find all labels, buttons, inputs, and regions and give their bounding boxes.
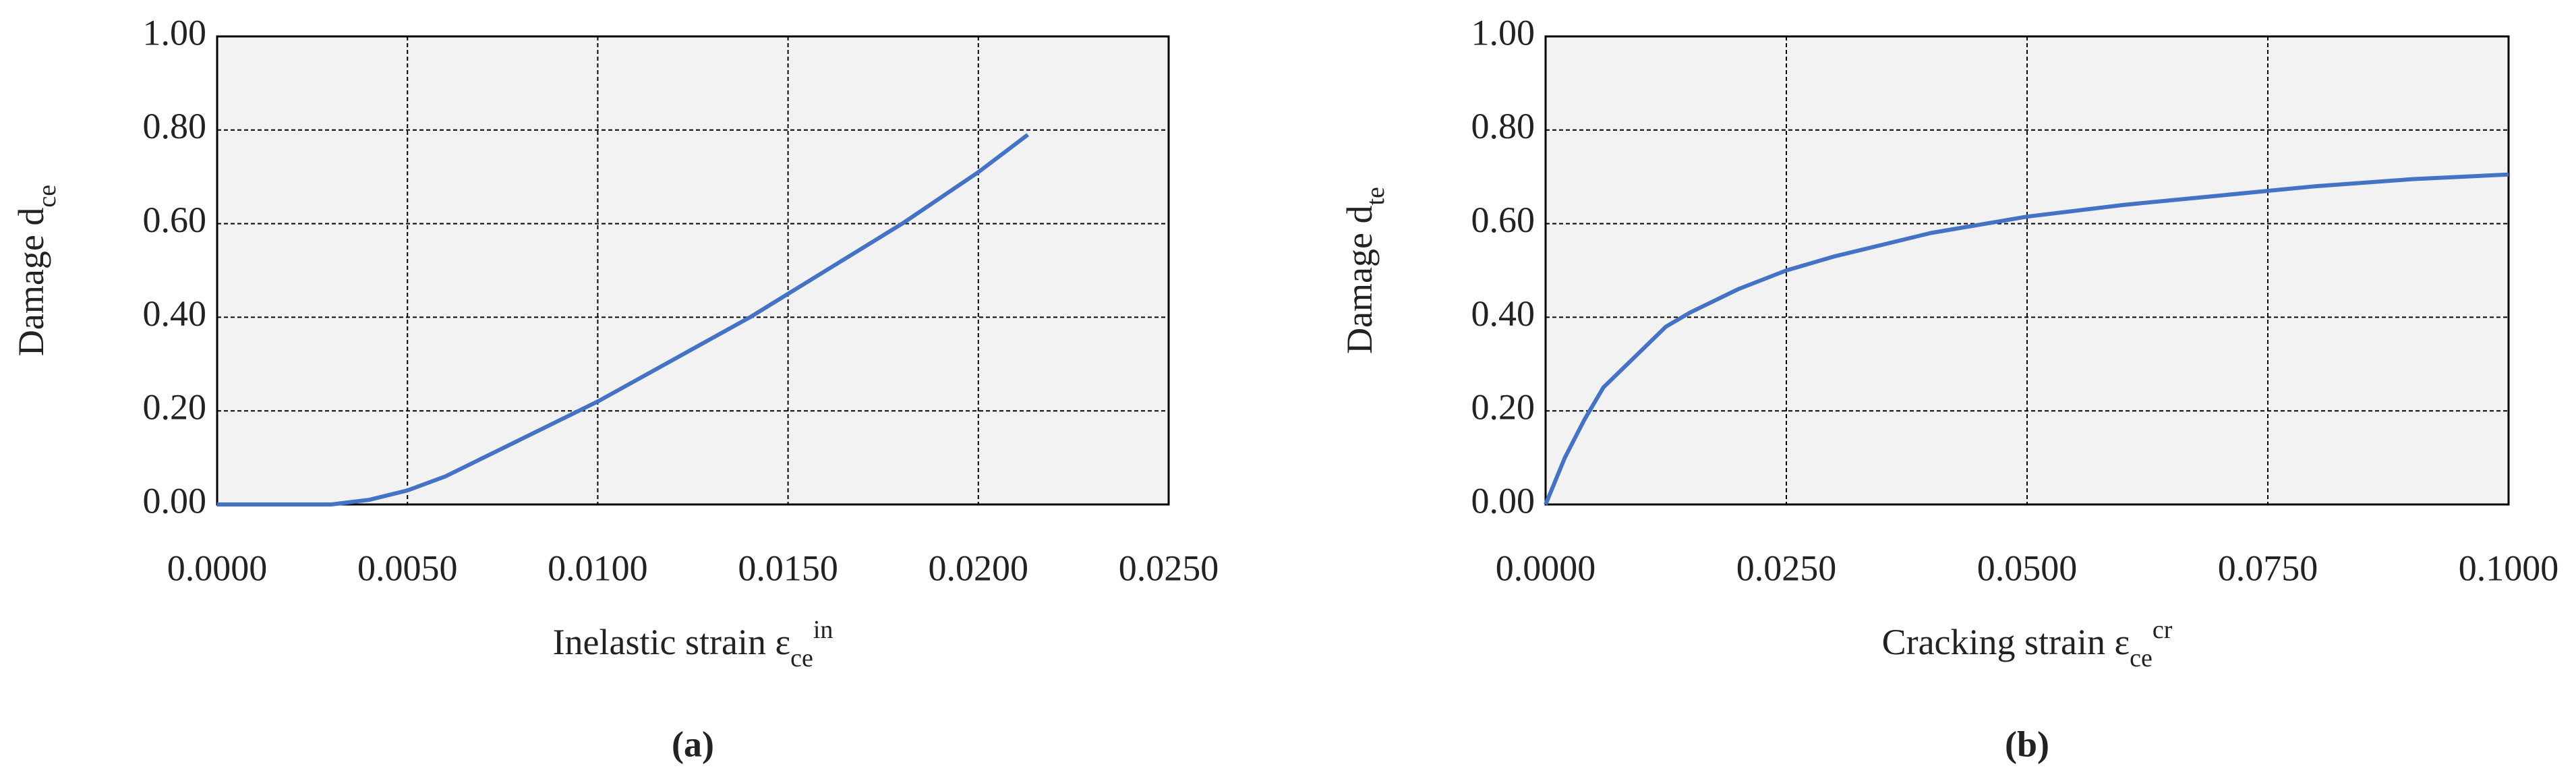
y-tick-label: 0.80 [143, 106, 207, 146]
y-tick-label: 0.40 [143, 293, 207, 334]
x-axis-label: Cracking strain εcecr [1882, 616, 2173, 672]
plot-area [217, 36, 1169, 504]
plot-border [1544, 35, 2510, 506]
panel-label: (a) [672, 724, 714, 764]
y-tick-label: 1.00 [1471, 12, 1535, 53]
x-axis-label: Inelastic strain εcein [553, 616, 833, 672]
chart-panel: 0.00 0.20 0.40 0.60 0.80 1.00 0.0000 0.0050 0.01… [11, 12, 1219, 764]
y-axis-label-main: Damage d [11, 208, 51, 356]
x-tick-label: 0.0250 [1736, 548, 1837, 588]
y-tick-label: 0.00 [1471, 480, 1535, 521]
panel-label: (b) [2005, 724, 2049, 764]
y-tick-label: 0.60 [1471, 200, 1535, 240]
y-tick-label: 0.00 [143, 480, 207, 521]
y-tick-label: 0.20 [1471, 387, 1535, 428]
x-tick-label: 0.0250 [1119, 548, 1219, 588]
x-tick-label: 0.1000 [2459, 548, 2559, 588]
y-axis-label-sub: te [1362, 187, 1390, 205]
x-tick-label: 0.0150 [738, 548, 838, 588]
y-axis-label: Damage dce [11, 185, 61, 356]
x-tick-label: 0.0100 [548, 548, 648, 588]
x-tick-label: 0.0050 [357, 548, 458, 588]
x-tick-label: 0.0200 [929, 548, 1029, 588]
y-tick-label: 0.20 [143, 387, 207, 428]
chart-panel: 0.00 0.20 0.40 0.60 0.80 1.00 0.0000 0.0250 0.05… [1339, 12, 2558, 764]
y-tick-label: 1.00 [143, 12, 207, 53]
x-tick-label: 0.0500 [1977, 548, 2078, 588]
x-axis-label-main: Cracking strain ε [1882, 622, 2130, 662]
x-tick-label: 0.0000 [1496, 548, 1596, 588]
x-axis-label-sup: in [813, 616, 833, 644]
y-axis-label: Damage dte [1339, 187, 1389, 354]
data-line [1544, 172, 2509, 506]
y-tick-label: 0.40 [1471, 293, 1535, 334]
plot-border [216, 35, 1170, 506]
y-tick-label: 0.80 [1471, 106, 1535, 146]
data-line [217, 133, 1029, 506]
x-axis-label-main: Inelastic strain ε [553, 622, 791, 662]
x-tick-label: 0.0000 [167, 548, 268, 588]
x-axis-label-sub: ce [790, 644, 813, 672]
y-axis-label-sub: ce [33, 185, 61, 208]
y-tick-label: 0.60 [143, 200, 207, 240]
y-axis-label-main: Damage d [1339, 206, 1380, 354]
x-tick-label: 0.0750 [2218, 548, 2318, 588]
x-axis-label-sup: cr [2153, 616, 2173, 644]
x-axis-label-sub: ce [2130, 644, 2153, 672]
